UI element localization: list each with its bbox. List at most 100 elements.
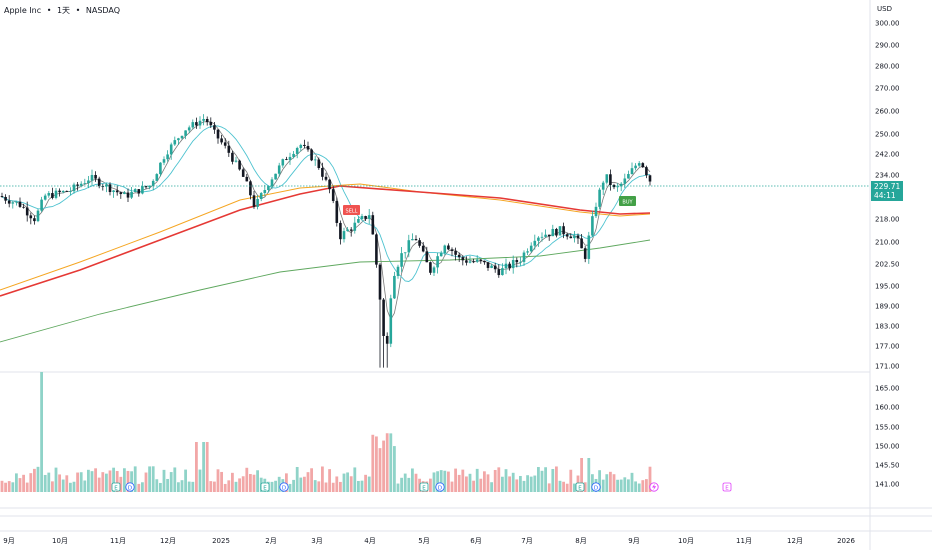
- price-tick-label: 141.00: [875, 481, 900, 489]
- volume-bar: [202, 442, 205, 492]
- event-badge: [125, 482, 135, 492]
- volume-bars: [0, 372, 652, 492]
- chart-title: Apple Inc • 1天 • NASDAQ: [4, 5, 123, 16]
- volume-bar: [483, 471, 486, 492]
- candle-body: [411, 239, 414, 241]
- volume-bar: [29, 473, 33, 492]
- volume-bar: [385, 433, 389, 492]
- candle-body: [159, 162, 162, 175]
- volume-bar: [61, 479, 65, 492]
- candle-body: [360, 216, 364, 220]
- candle-body: [292, 153, 295, 157]
- candle-body: [540, 236, 544, 238]
- candle-body: [609, 174, 612, 185]
- candle-body: [313, 159, 317, 161]
- candle-body: [339, 222, 342, 240]
- volume-bar: [18, 478, 22, 492]
- candle-body: [558, 226, 562, 236]
- volume-bar: [411, 468, 414, 492]
- volume-bar: [126, 470, 130, 492]
- volume-bar: [393, 446, 396, 492]
- candle-body: [7, 200, 11, 204]
- candle-body: [616, 186, 619, 188]
- time-tick-label: 2026: [837, 537, 855, 545]
- candle-body: [637, 163, 641, 166]
- candle-body: [501, 268, 504, 276]
- candle-body: [454, 250, 457, 255]
- volume-bar: [252, 474, 256, 492]
- candle-body: [58, 190, 61, 193]
- volume-bar: [270, 481, 274, 492]
- price-tick-label: 165.00: [875, 385, 900, 393]
- candle-body: [583, 248, 587, 259]
- candle-body: [317, 159, 321, 169]
- candle-body: [447, 245, 450, 250]
- time-axis: 9月 10月 11月 12月 2025 2月 3月 4月 5月 6月 7月 8月 9月 10月 11月 12月…: [3, 537, 855, 545]
- ma-20-line: [1, 125, 651, 282]
- time-tick-label: 9月: [3, 537, 14, 545]
- volume-bar: [558, 480, 562, 492]
- candle-body: [187, 127, 191, 131]
- volume-bar: [198, 469, 202, 492]
- candle-body: [299, 144, 303, 148]
- volume-bar: [328, 469, 331, 492]
- volume-bar: [216, 469, 220, 492]
- candle-body: [605, 174, 609, 183]
- event-badge: [435, 482, 445, 492]
- volume-bar: [573, 483, 576, 492]
- volume-bar: [382, 440, 385, 492]
- time-tick-label: 7月: [521, 537, 532, 545]
- volume-bar: [173, 467, 177, 492]
- candle-body: [569, 236, 573, 239]
- volume-bar: [630, 472, 634, 492]
- ma-200-line: [0, 239, 651, 343]
- candle-body: [202, 118, 205, 121]
- event-label: E: [114, 485, 118, 491]
- candle-body: [321, 168, 324, 177]
- volume-bar: [490, 482, 493, 492]
- volume-bar: [11, 482, 15, 492]
- candle-body: [180, 135, 184, 139]
- candle-body: [169, 144, 173, 155]
- candle-body: [407, 240, 411, 253]
- volume-bar: [648, 466, 652, 492]
- volume-bar: [432, 472, 436, 492]
- volume-bar: [274, 480, 277, 492]
- candle-body: [544, 234, 547, 237]
- volume-bar: [371, 434, 375, 492]
- candle-body: [630, 168, 634, 175]
- price-tick-label: 189.00: [875, 303, 900, 311]
- volume-bar: [342, 473, 346, 492]
- candle-body: [364, 216, 367, 219]
- volume-bar: [360, 480, 364, 492]
- last-price-value: 229.71: [874, 182, 901, 191]
- volume-bar: [533, 475, 537, 492]
- volume-bar: [54, 467, 58, 492]
- candle-body: [634, 165, 637, 169]
- volume-bar: [529, 476, 533, 492]
- volume-bar: [504, 469, 508, 492]
- volume-bar: [180, 480, 184, 492]
- volume-bar: [317, 481, 321, 492]
- interval-label[interactable]: 1天: [56, 6, 71, 15]
- candle-body: [551, 228, 555, 237]
- volume-bar: [141, 482, 144, 492]
- candle-body: [213, 125, 216, 130]
- candle-body: [191, 122, 195, 128]
- volume-bar: [310, 468, 313, 492]
- volume-bar: [601, 479, 605, 492]
- price-tick-label: 210.00: [875, 239, 900, 247]
- candle-body: [123, 192, 126, 195]
- volume-bar: [335, 476, 339, 492]
- candle-body: [641, 163, 645, 168]
- candle-body: [396, 266, 400, 276]
- volume-bar: [36, 466, 40, 492]
- currency-label[interactable]: USD: [877, 5, 892, 13]
- candle-body: [252, 195, 256, 207]
- volume-bar: [47, 472, 51, 492]
- event-label: E: [578, 485, 582, 491]
- volume-bar: [187, 481, 191, 492]
- volume-bar: [58, 474, 61, 492]
- event-label: D: [128, 485, 132, 491]
